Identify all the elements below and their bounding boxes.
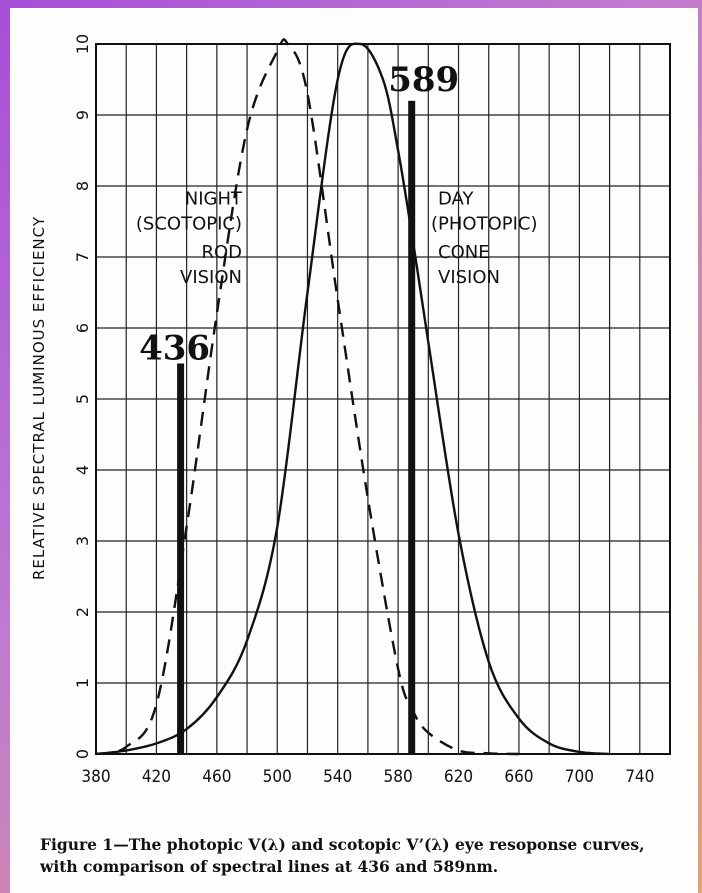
y-tick-label: 5 — [73, 394, 92, 404]
spectral-line-589 — [408, 100, 416, 755]
y-tick-label: 2 — [73, 607, 92, 617]
x-tick-label: 500 — [263, 767, 292, 787]
spectral-lines: 436 589 — [139, 60, 459, 755]
spectral-line-label: 436 — [139, 329, 210, 369]
x-tick-label: 420 — [142, 767, 171, 787]
tick-labels: 380 420 460 500 540 580 620 660 700 740 0 1 2 3 4 5 6 7 8 9… — [73, 34, 654, 787]
figure-caption: Figure 1—The photopic V(λ) and scotopic … — [40, 835, 645, 876]
plot-frame — [95, 43, 671, 755]
x-tick-label: 580 — [384, 767, 413, 787]
y-tick-label: 7 — [73, 252, 92, 262]
x-tick-label: 380 — [81, 767, 110, 787]
spectral-line-436 — [177, 363, 185, 754]
x-tick-label: 460 — [202, 767, 231, 787]
grid — [95, 43, 671, 755]
y-tick-label: 4 — [73, 465, 92, 475]
y-tick-label: 10 — [73, 34, 92, 54]
night-annotation-line: (SCOTOPIC) — [136, 214, 242, 235]
night-annotation-line: ROD — [201, 242, 242, 263]
x-tick-label: 540 — [323, 767, 352, 787]
y-tick-label: 3 — [73, 536, 92, 546]
figure-page: RELATIVE SPECTRAL LUMINOUS EFFICIENCY 38… — [10, 8, 698, 893]
x-tick-label: 660 — [504, 767, 533, 787]
chart-canvas: 380 420 460 500 540 580 620 660 700 740 0 1 2 3 4 5 6 7 8 9… — [73, 34, 671, 787]
day-annotation-line: VISION — [438, 267, 500, 288]
x-tick-label: 740 — [625, 767, 654, 787]
day-annotation-line: (PHOTOPIC) — [431, 214, 538, 235]
y-tick-label: 1 — [73, 678, 92, 688]
series-group — [95, 38, 610, 756]
x-tick-label: 700 — [565, 767, 594, 787]
annotations: NIGHT (SCOTOPIC) ROD VISION DAY (PHOTOPIC) CON… — [136, 189, 538, 288]
y-tick-label: 9 — [73, 110, 92, 120]
y-tick-label: 0 — [73, 749, 92, 759]
photopic-curve — [95, 42, 610, 756]
day-annotation-line: DAY — [438, 189, 474, 210]
night-annotation-line: VISION — [180, 267, 242, 288]
y-tick-label: 6 — [73, 323, 92, 333]
day-annotation-line: CONE — [438, 242, 490, 263]
spectral-line-label: 589 — [388, 60, 459, 100]
scotopic-curve — [95, 38, 519, 756]
y-tick-label: 8 — [73, 181, 92, 191]
x-tick-label: 620 — [444, 767, 473, 787]
night-annotation-line: NIGHT — [185, 189, 243, 210]
